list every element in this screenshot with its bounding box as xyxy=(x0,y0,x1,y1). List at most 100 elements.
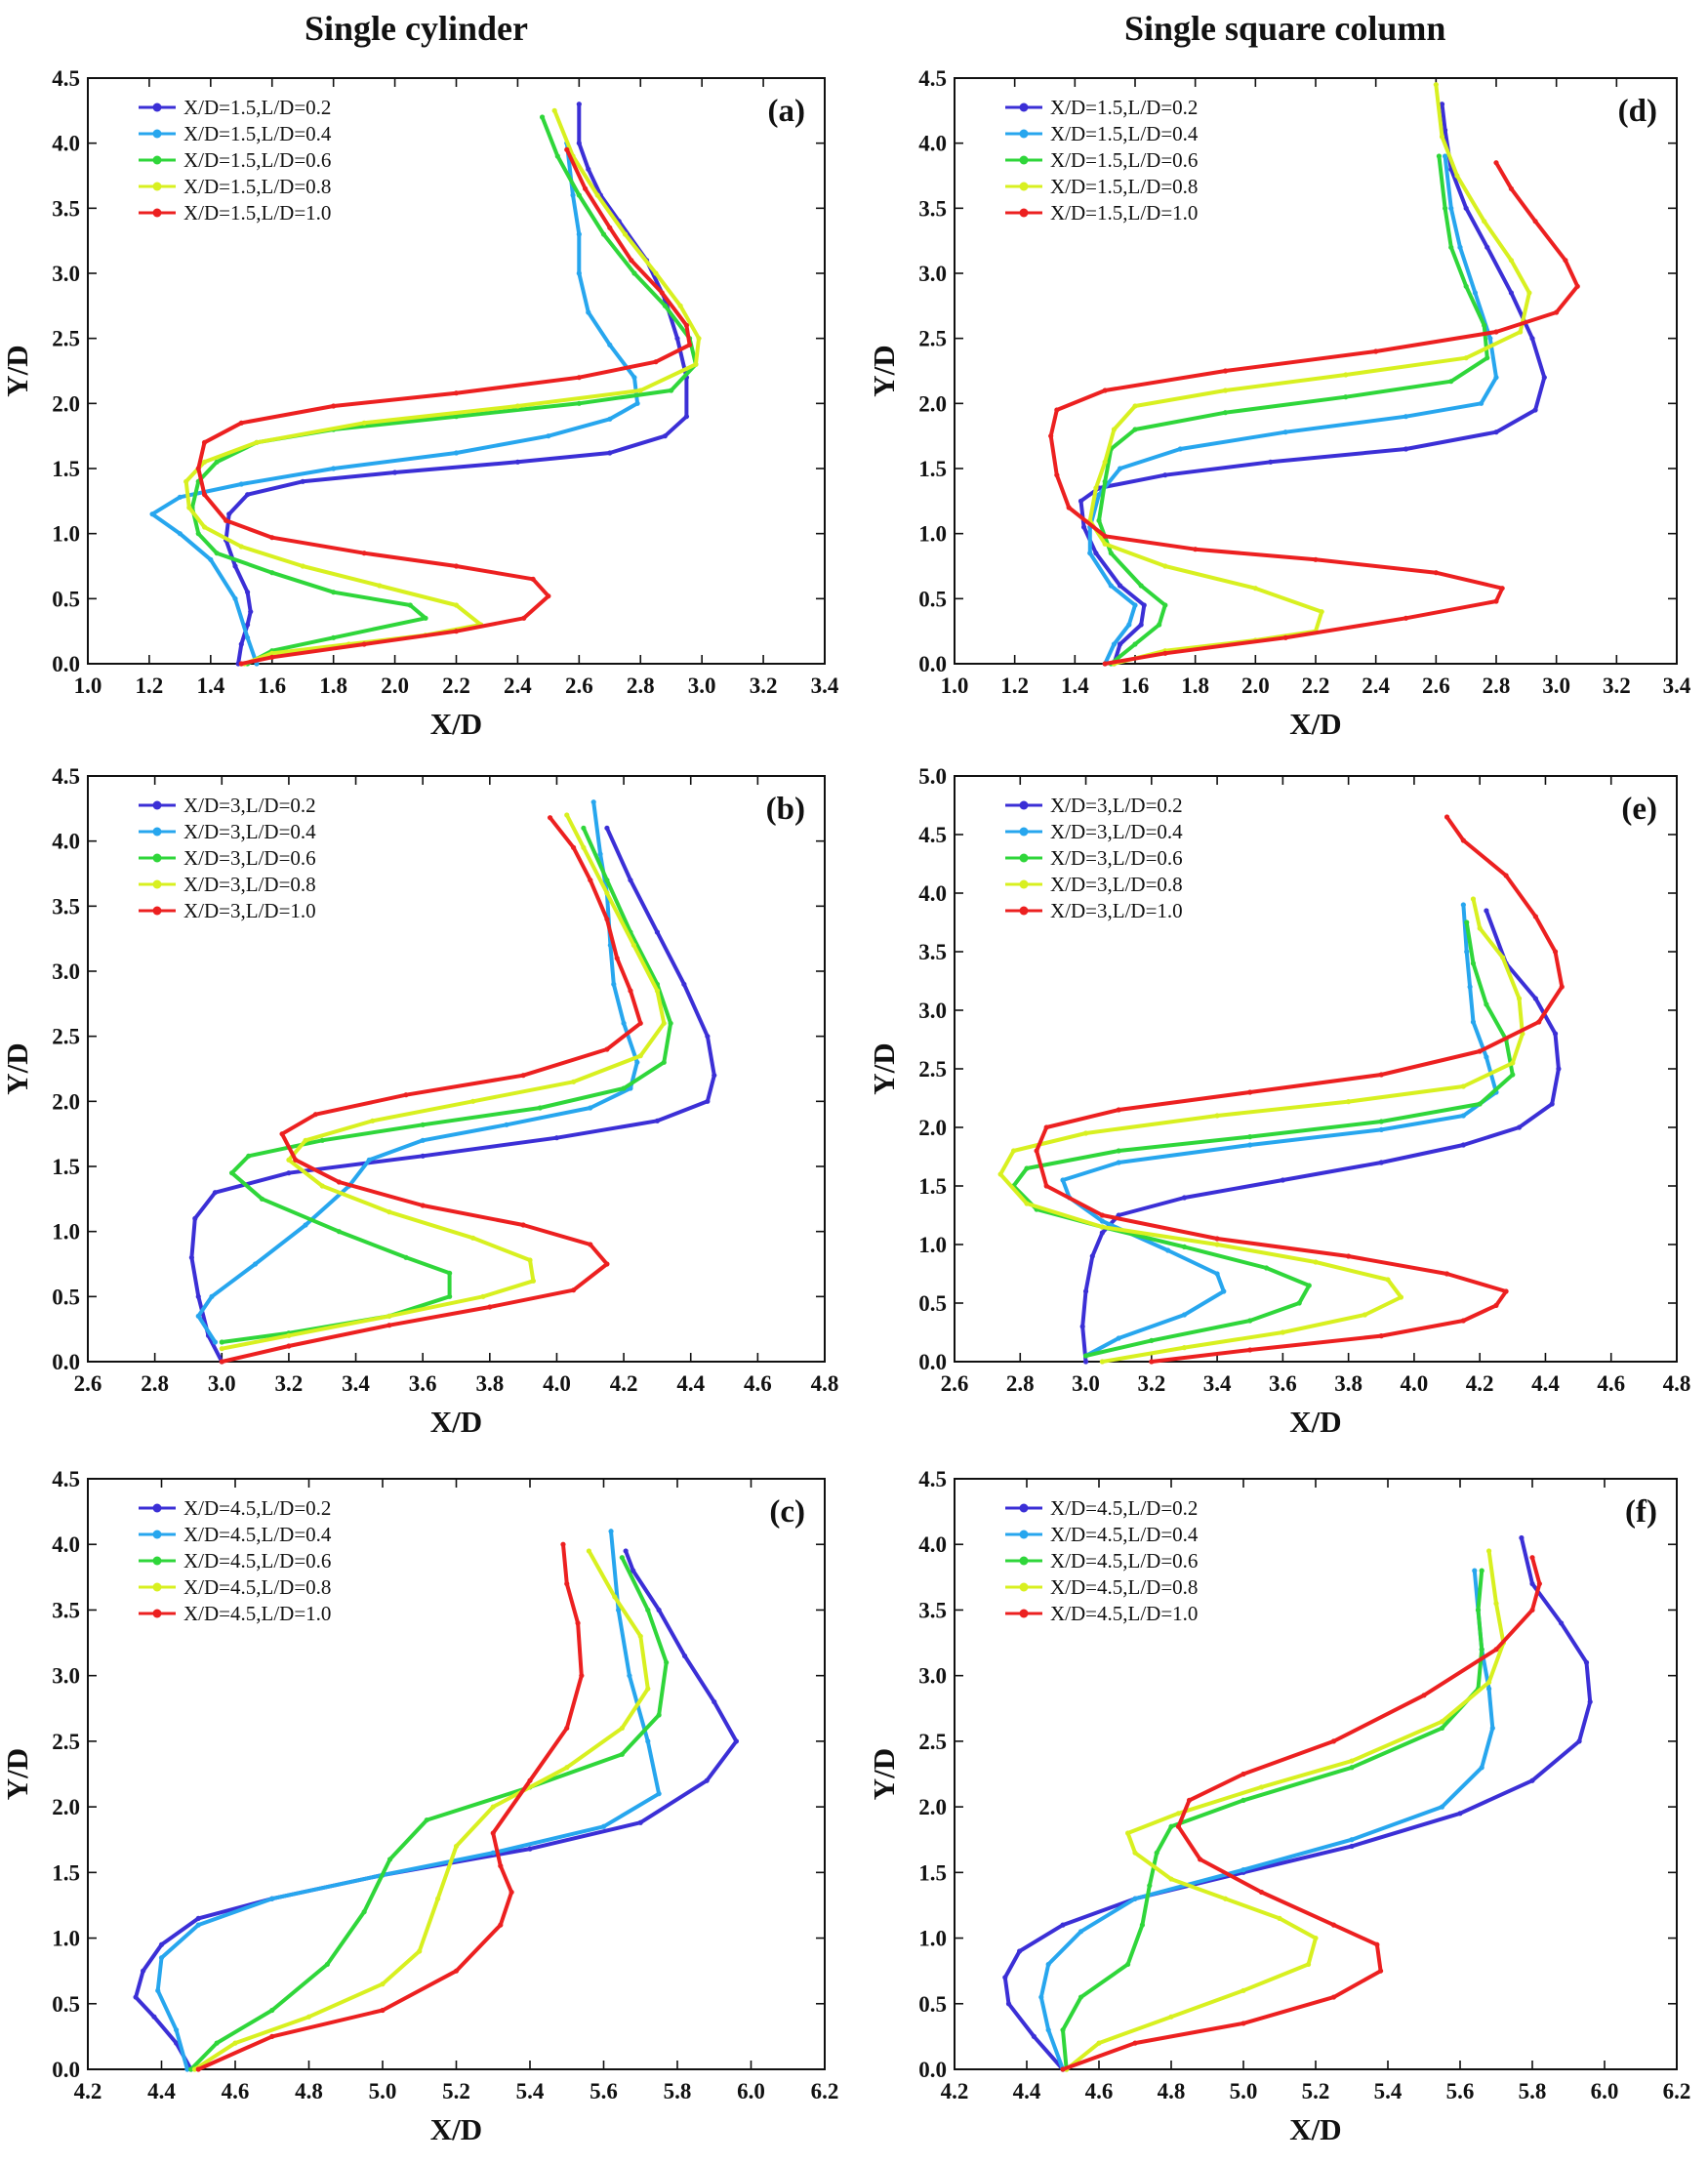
panel-label: (d) xyxy=(1618,94,1657,129)
data-point xyxy=(1096,2040,1102,2046)
data-point xyxy=(1479,1647,1484,1653)
data-point xyxy=(361,420,367,426)
data-point xyxy=(1045,1961,1051,1968)
y-tick-label: 2.5 xyxy=(918,1057,947,1082)
data-point xyxy=(1258,1784,1265,1790)
legend-swatch-marker xyxy=(1019,1609,1029,1618)
x-tick-label: 4.6 xyxy=(744,1371,772,1396)
data-point xyxy=(228,1170,235,1176)
data-point xyxy=(683,414,690,420)
y-tick-label: 1.5 xyxy=(52,1860,80,1885)
legend-label: X/D=3,L/D=0.4 xyxy=(1050,820,1183,843)
data-point xyxy=(1280,1329,1285,1335)
data-point xyxy=(286,1157,292,1163)
x-axis-label: X/D xyxy=(430,707,482,741)
data-point xyxy=(1493,598,1499,604)
x-tick-label: 4.8 xyxy=(1158,2079,1186,2103)
data-point xyxy=(637,1020,643,1026)
x-tick-label: 3.0 xyxy=(1072,1371,1100,1396)
data-point xyxy=(1186,1797,1193,1803)
data-point xyxy=(188,1254,194,1260)
data-point xyxy=(1319,609,1324,615)
data-point xyxy=(1378,1119,1384,1124)
data-point xyxy=(1222,388,1229,393)
y-tick-label: 4.5 xyxy=(52,66,80,91)
data-point xyxy=(1078,1994,1084,2000)
series-line xyxy=(1048,160,1580,666)
data-point xyxy=(1454,173,1460,179)
data-point xyxy=(669,388,674,393)
data-point xyxy=(386,1313,392,1319)
data-point xyxy=(1181,1244,1188,1249)
data-point xyxy=(634,1059,640,1065)
legend-swatch-marker xyxy=(152,1609,162,1618)
y-tick-label: 3.0 xyxy=(918,1664,947,1689)
data-point xyxy=(546,593,551,599)
data-point xyxy=(1247,1134,1253,1140)
legend-swatch-marker xyxy=(152,155,162,165)
data-point xyxy=(1403,446,1409,452)
y-tick-label: 0.5 xyxy=(918,587,947,611)
data-point xyxy=(184,2066,190,2072)
data-point xyxy=(312,1112,318,1118)
y-tick-label: 2.0 xyxy=(52,391,80,416)
data-point xyxy=(155,1987,161,1993)
x-tick-label: 3.6 xyxy=(1269,1371,1297,1396)
data-point xyxy=(1442,153,1448,159)
data-point xyxy=(1486,1548,1492,1554)
data-point xyxy=(1313,556,1319,562)
data-point xyxy=(1214,1113,1220,1119)
data-point xyxy=(607,342,613,347)
data-point xyxy=(244,634,251,640)
y-tick-label: 2.5 xyxy=(918,1730,947,1754)
legend-swatch-marker xyxy=(152,208,162,218)
data-point xyxy=(1448,379,1454,385)
data-point xyxy=(597,851,603,857)
legend-label: X/D=3,L/D=0.6 xyxy=(183,846,316,870)
data-point xyxy=(480,1293,486,1299)
data-point xyxy=(628,988,633,994)
data-point xyxy=(733,1738,740,1744)
data-point xyxy=(214,459,220,465)
legend-swatch-marker xyxy=(152,827,162,837)
data-point xyxy=(1306,1283,1312,1288)
data-point xyxy=(1181,1345,1188,1351)
data-point xyxy=(1162,563,1168,569)
data-point xyxy=(1280,1177,1285,1183)
series-line xyxy=(1061,903,1498,1358)
data-point xyxy=(1277,1915,1282,1921)
data-point xyxy=(331,590,337,595)
data-point xyxy=(490,1830,496,1836)
x-tick-label: 4.4 xyxy=(1013,2079,1041,2103)
data-point xyxy=(1060,2066,1066,2072)
data-point xyxy=(571,1287,577,1293)
data-point xyxy=(637,1053,643,1059)
data-point xyxy=(1489,1725,1495,1732)
data-point xyxy=(1378,1333,1384,1339)
legend-label: X/D=4.5,L/D=0.4 xyxy=(183,1523,332,1546)
data-point xyxy=(1493,375,1499,381)
data-point xyxy=(664,1659,670,1665)
data-point xyxy=(498,1922,504,1928)
data-point xyxy=(1089,1253,1095,1259)
data-point xyxy=(1048,433,1054,439)
data-point xyxy=(1529,1777,1535,1783)
data-point xyxy=(1132,1896,1138,1901)
data-point xyxy=(1102,388,1108,393)
data-point xyxy=(1493,329,1499,335)
legend-swatch-marker xyxy=(152,1530,162,1539)
data-point xyxy=(1082,1130,1089,1136)
legend-label: X/D=4.5,L/D=0.2 xyxy=(1050,1496,1198,1520)
data-point xyxy=(686,342,693,347)
data-point xyxy=(1484,1054,1489,1060)
data-point xyxy=(1024,1165,1030,1171)
x-tick-label: 3.6 xyxy=(409,1371,437,1396)
data-point xyxy=(269,2033,275,2039)
x-tick-label: 1.4 xyxy=(196,674,224,698)
data-point xyxy=(1439,1804,1445,1810)
data-point xyxy=(1108,583,1114,589)
data-point xyxy=(621,1085,627,1091)
data-point xyxy=(1117,641,1123,647)
data-point xyxy=(1493,160,1499,166)
data-point xyxy=(1099,1224,1105,1230)
